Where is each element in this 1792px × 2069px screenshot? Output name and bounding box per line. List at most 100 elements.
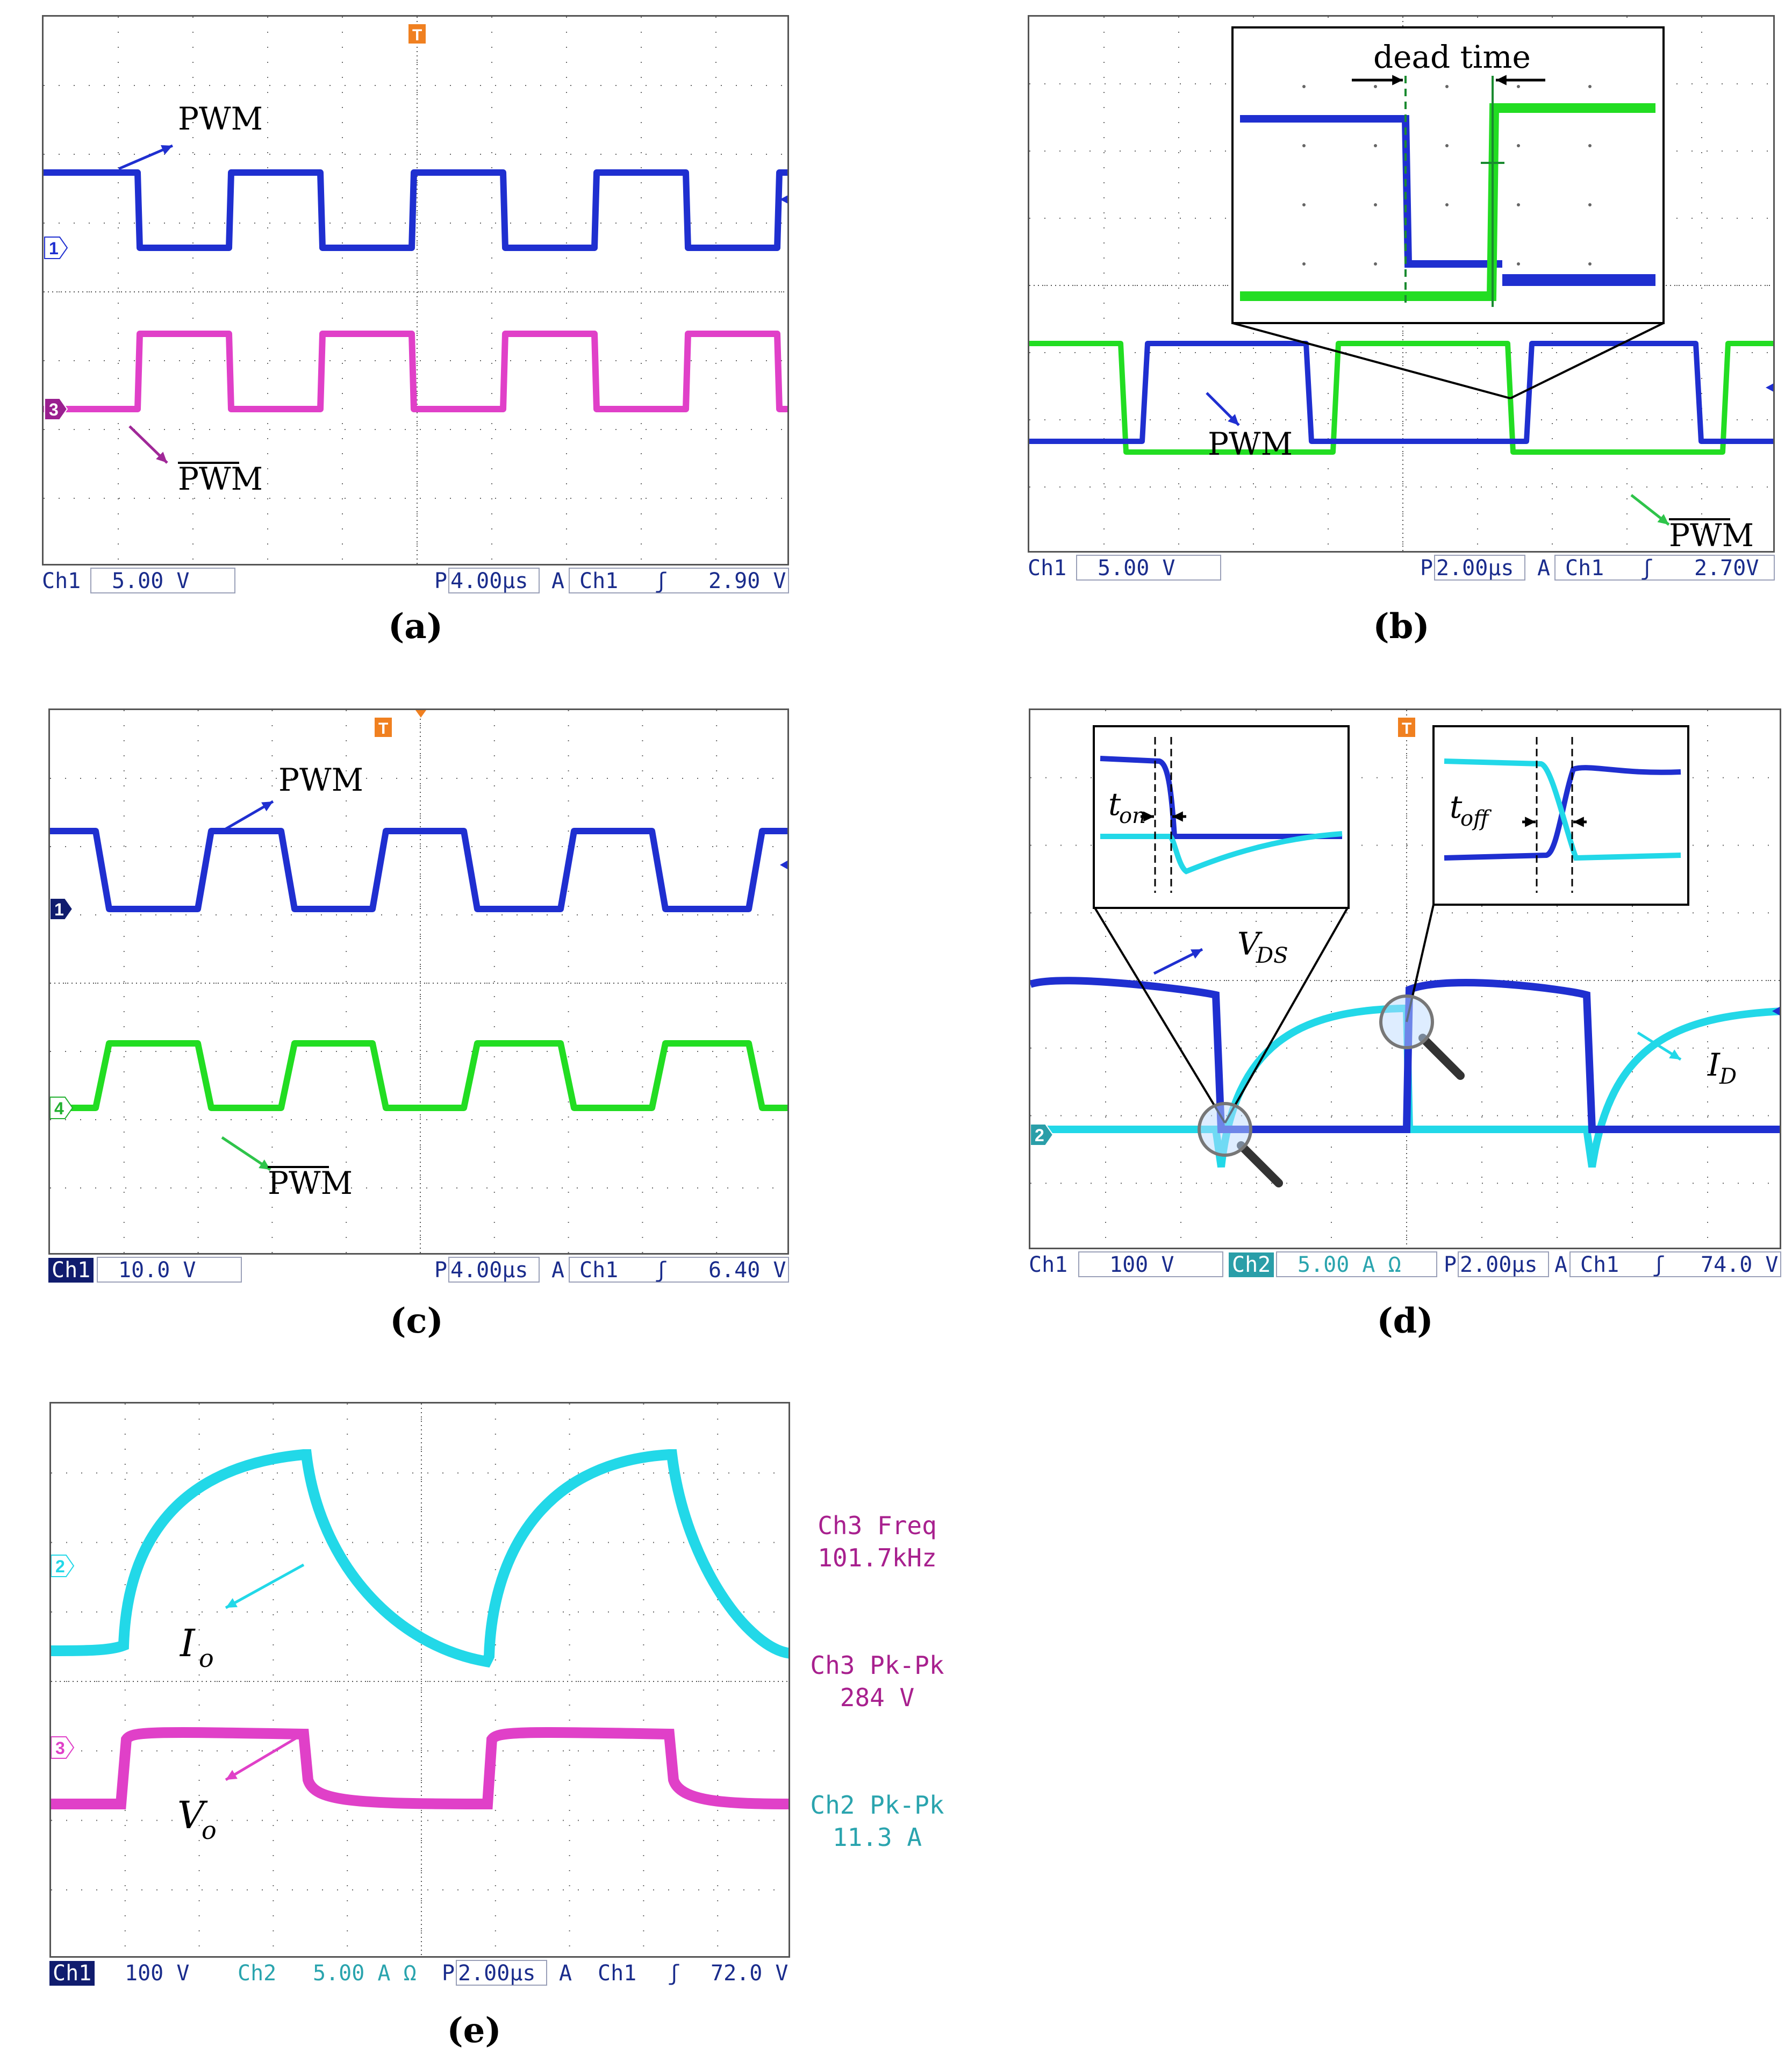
- channel-marker-1-label: 1: [49, 239, 59, 258]
- channel-marker-4: [50, 1097, 74, 1119]
- waveform-plot-a: T 1 3 PWM PWM: [44, 17, 787, 564]
- pwm-bar-label: PWM: [268, 1165, 353, 1201]
- grid-dot: [1588, 262, 1592, 266]
- scope-screen-c: T 1 4 PWM PWM: [48, 708, 789, 1255]
- zoom-line: [1510, 322, 1664, 399]
- inset-pwm-trace: [1240, 115, 1502, 268]
- inset-id-trace: [1100, 831, 1343, 875]
- id-subscript: D: [1719, 1064, 1737, 1089]
- zoom-line: [1094, 907, 1226, 1124]
- pwm-trace: [50, 828, 787, 912]
- ch1-label: Ch1: [1028, 556, 1067, 581]
- trigger-channel: Ch1: [579, 569, 619, 593]
- grid-dot: [1517, 144, 1520, 147]
- vds-trace: [1030, 977, 1780, 1133]
- io-trace: [51, 1449, 789, 1668]
- status-bar-e: Ch1 100 V Ch2 5.00 A Ω P 2.00µs A Ch1 ʃ …: [49, 1958, 790, 1988]
- timebase-label: P: [434, 569, 448, 593]
- grid-dot: [1588, 203, 1592, 206]
- ch1-scale: 100 V: [1109, 1252, 1174, 1277]
- timebase-label: P: [442, 1961, 455, 1986]
- timebase-label: P: [1420, 556, 1433, 581]
- ch1-level-arrow-icon: [780, 861, 787, 869]
- channel-marker-2: [1030, 1123, 1054, 1146]
- pwm-arrow-head: [1228, 414, 1239, 425]
- pwm-arrow-head: [261, 801, 273, 812]
- waveform-plot-c: T 1 4 PWM PWM: [50, 710, 787, 1253]
- pwm-trace: [1029, 341, 1773, 444]
- ch2-label: Ch2: [238, 1961, 277, 1986]
- grid-dot: [1517, 262, 1520, 266]
- ch1-level-arrow-icon: [1772, 1007, 1780, 1015]
- caption-b: (b): [1373, 606, 1430, 647]
- vo-trace: [51, 1727, 789, 1810]
- grid-dot: [1445, 85, 1449, 88]
- magnifier-icon-handle: [1237, 1141, 1283, 1187]
- toff-arrow-left-head: [1525, 817, 1536, 827]
- pwm-arrow-head: [161, 145, 173, 155]
- ch1-label: Ch1: [49, 1961, 95, 1986]
- grid-dot: [1302, 203, 1306, 206]
- dead-time-arrow-left-head: [1392, 75, 1403, 85]
- channel-marker-1-label: 1: [54, 900, 64, 919]
- trigger-label: A: [551, 569, 565, 593]
- status-bar-d: Ch1 100 V Ch2 5.00 A Ω P 2.00µs A Ch1 ʃ …: [1029, 1249, 1781, 1279]
- trigger-level: 2.90 V: [708, 569, 786, 593]
- toff-label: t: [1450, 789, 1463, 825]
- timebase-label: P: [434, 1258, 448, 1283]
- panel-c: T 1 4 PWM PWM Ch1 10.0 V P 4.00µs A Ch1 ʃ 6.…: [48, 708, 801, 1370]
- trigger-slope-icon: ʃ: [1652, 1252, 1666, 1277]
- pwm-bar-arrow-head: [1657, 514, 1669, 525]
- trigger-level: 74.0 V: [1701, 1252, 1779, 1277]
- magnifier-icon: [1198, 1102, 1252, 1157]
- trigger-slope-icon: ʃ: [655, 1258, 668, 1283]
- vds-subscript: DS: [1256, 943, 1288, 968]
- timebase-label: P: [1444, 1252, 1457, 1277]
- channel-marker-3-label: 3: [49, 400, 59, 419]
- ch1-scale: 5.00 V: [1098, 556, 1175, 581]
- measurement-label: Ch3 Pk-Pk: [810, 1651, 944, 1680]
- inset-id-trace: [1444, 758, 1681, 861]
- timebase-value: 2.00µs: [1436, 556, 1514, 581]
- pwm-bar-arrow-head: [156, 452, 167, 463]
- ton-label: t: [1108, 786, 1121, 822]
- pwm-bar-label: PWM: [178, 461, 263, 497]
- scope-screen-d: T 2 t on t off V DS I D: [1029, 708, 1781, 1249]
- pwm-bar-trace: [44, 331, 787, 412]
- zoom-line: [1232, 322, 1511, 399]
- grid-dot: [1302, 144, 1306, 147]
- magnifier-icon: [1379, 994, 1434, 1049]
- ch2-label: Ch2: [1229, 1252, 1274, 1277]
- trigger-marker: [408, 24, 426, 44]
- timebase-value: 4.00µs: [450, 569, 528, 593]
- grid-dot: [1445, 144, 1449, 147]
- vo-arrow: [225, 1735, 299, 1781]
- ch1-scale: 100 V: [125, 1961, 190, 1986]
- magnifier-icon-handle: [1418, 1034, 1465, 1080]
- caption-c: (c): [390, 1301, 443, 1341]
- channel-marker-1: [50, 898, 74, 920]
- grid-dot: [1588, 144, 1592, 147]
- grid-dot: [1445, 203, 1449, 206]
- timebase-value: 4.00µs: [450, 1258, 528, 1283]
- ch1-scale: 5.00 V: [112, 569, 190, 593]
- trigger-slope-icon: ʃ: [668, 1961, 681, 1986]
- vo-arrow-head: [226, 1770, 238, 1780]
- pwm-label: PWM: [178, 101, 263, 137]
- pwm-bar-trace: [1029, 341, 1773, 455]
- channel-marker-3: [51, 1736, 75, 1759]
- trigger-level: 72.0 V: [711, 1961, 789, 1986]
- toff-arrow-right-head: [1573, 817, 1584, 827]
- pwm-bar-trace: [50, 1040, 787, 1111]
- channel-marker-3: [44, 398, 68, 420]
- id-label: I: [1707, 1047, 1721, 1083]
- inset-vds-trace: [1444, 765, 1681, 861]
- dead-time-label: dead time: [1373, 39, 1531, 75]
- channel-marker-1: [44, 237, 68, 259]
- timebase-value: 2.00µs: [458, 1961, 536, 1986]
- io-arrow: [225, 1563, 305, 1609]
- measurement-ch3-pkpk: Ch3 Pk-Pk 284 V: [780, 1649, 974, 1714]
- scope-screen-a: T 1 3 PWM PWM: [42, 15, 789, 565]
- toff-subscript: off: [1460, 806, 1492, 831]
